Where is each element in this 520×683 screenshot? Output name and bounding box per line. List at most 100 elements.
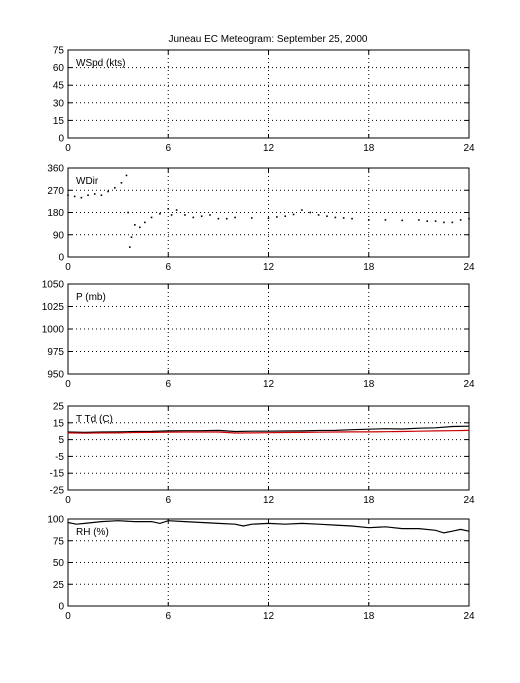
x-tick-label: 12 (263, 143, 275, 154)
chart-title: Juneau EC Meteogram: September 25, 2000 (168, 34, 367, 45)
x-tick-label: 18 (363, 495, 375, 506)
data-point (175, 209, 178, 211)
y-tick-label: 0 (58, 134, 64, 145)
x-tick-label: 24 (463, 379, 475, 390)
data-point (451, 221, 454, 224)
x-tick-label: 18 (363, 143, 375, 154)
x-tick-label: 24 (463, 495, 475, 506)
x-tick-label: 12 (263, 611, 275, 622)
panel-label: P (mb) (76, 292, 106, 303)
y-tick-label: 180 (47, 208, 64, 219)
data-point (284, 215, 287, 218)
x-tick-label: 18 (363, 379, 375, 390)
y-tick-label: 60 (53, 63, 65, 74)
panel-label: WDir (76, 176, 99, 187)
x-tick-label: 0 (65, 379, 71, 390)
data-point (292, 213, 295, 216)
data-point (159, 212, 161, 215)
data-point (184, 214, 186, 216)
data-point (120, 182, 123, 184)
data-point (127, 211, 129, 214)
data-point (434, 220, 437, 222)
y-tick-label: 50 (53, 558, 65, 569)
data-point (267, 217, 270, 219)
x-tick-label: 12 (263, 379, 275, 390)
x-tick-label: 0 (65, 143, 71, 154)
data-point (234, 216, 236, 219)
x-tick-label: 6 (165, 143, 171, 154)
series-line-2 (67, 429, 470, 434)
y-tick-label: 25 (53, 580, 65, 591)
data-point (125, 174, 128, 177)
data-point (73, 195, 76, 198)
data-point (217, 217, 220, 220)
panel-label: T Td (C) (76, 414, 113, 425)
data-point (134, 224, 136, 226)
data-point (468, 217, 470, 220)
x-tick-label: 6 (165, 495, 171, 506)
data-point (100, 194, 103, 196)
data-point (144, 221, 146, 224)
y-tick-label: 30 (53, 98, 65, 109)
data-point (367, 219, 370, 221)
data-point (200, 215, 203, 218)
data-point (139, 226, 141, 229)
y-tick-label: 5 (58, 435, 64, 446)
x-tick-label: 6 (165, 379, 171, 390)
panel-label: RH (%) (76, 527, 109, 538)
axes-frame (67, 167, 470, 258)
data-point (93, 193, 96, 195)
data-point (401, 219, 403, 222)
y-tick-label: 0 (58, 602, 64, 613)
data-point (443, 221, 445, 224)
x-tick-label: 6 (165, 262, 171, 273)
y-tick-label: 1050 (42, 280, 65, 291)
data-point (342, 217, 345, 219)
data-point (167, 207, 170, 210)
data-point (107, 190, 109, 193)
axes-frame (67, 49, 470, 139)
x-tick-label: 0 (65, 495, 71, 506)
data-point (80, 196, 83, 199)
x-tick-label: 12 (263, 495, 275, 506)
y-tick-label: 15 (53, 116, 65, 127)
data-point (309, 211, 312, 214)
data-point (67, 194, 69, 196)
data-point (113, 186, 116, 189)
data-point (170, 214, 173, 216)
axes-frame (67, 405, 470, 491)
data-point (351, 217, 353, 220)
panel-label: WSpd (kts) (76, 58, 125, 69)
panel-5: 0 6 12 18 24 0 25 50 75 100 RH (%) (47, 515, 475, 623)
y-tick-label: 0 (58, 253, 64, 264)
data-point (209, 214, 211, 216)
x-tick-label: 24 (463, 262, 475, 273)
data-point (250, 217, 253, 219)
data-point (276, 216, 278, 218)
axes-frame (67, 283, 470, 375)
data-point (459, 219, 462, 221)
data-point (129, 246, 131, 248)
panel-2: 0 6 12 18 24 0 90 180 270 360 WDir (47, 164, 475, 274)
y-tick-label: 950 (47, 370, 64, 381)
x-tick-label: 24 (463, 143, 475, 154)
y-tick-label: 15 (53, 418, 65, 429)
series-line-1 (67, 425, 470, 434)
data-point (87, 194, 89, 196)
panel-3: 0 6 12 18 24 950 975 1000 1025 1050 P (mb) (42, 280, 475, 391)
y-tick-label: 360 (47, 164, 64, 175)
data-point (426, 220, 429, 222)
data-point (334, 216, 337, 219)
y-tick-label: 75 (53, 536, 65, 547)
y-tick-label: -15 (50, 469, 65, 480)
y-tick-label: 1000 (42, 325, 65, 336)
data-point (418, 219, 420, 221)
x-tick-label: 18 (363, 262, 375, 273)
x-tick-label: 0 (65, 611, 71, 622)
y-tick-label: 25 (53, 402, 65, 413)
x-tick-label: 0 (65, 262, 71, 273)
panel-1: 0 6 12 18 24 0 15 30 45 60 75 WSpd (kts) (53, 46, 475, 155)
data-point (326, 215, 328, 218)
